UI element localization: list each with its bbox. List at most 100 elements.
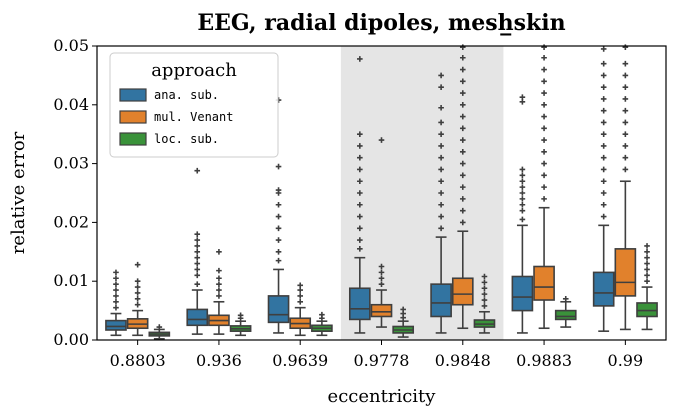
- outlier-point: [357, 190, 363, 196]
- outlier-point: [378, 263, 385, 270]
- outlier-point: [541, 102, 547, 108]
- outlier-point: [600, 190, 607, 196]
- outlier-point: [459, 149, 466, 155]
- outlier-point: [378, 281, 385, 287]
- outlier-point: [134, 278, 141, 284]
- outlier-point: [438, 225, 444, 232]
- box-body: [430, 283, 452, 318]
- y-axis-label: relative error: [8, 131, 29, 254]
- outlier-point: [438, 143, 444, 149]
- box-0-5: [511, 94, 534, 334]
- x-tick-label: 0.99: [608, 351, 644, 370]
- outlier-point: [600, 131, 607, 137]
- box-body: [348, 287, 371, 321]
- box-1-3: [370, 137, 393, 328]
- outlier-point: [459, 66, 466, 73]
- outlier-point: [459, 207, 466, 214]
- outlier-point: [519, 196, 526, 202]
- outlier-point: [459, 219, 466, 226]
- outlier-point: [275, 163, 282, 170]
- outlier-point: [541, 160, 547, 167]
- box-2-3: [392, 306, 415, 338]
- box-2-1: [229, 312, 252, 337]
- outlier-point: [541, 149, 547, 155]
- outlier-point: [400, 306, 406, 313]
- outlier-point: [194, 281, 201, 287]
- box-1-1: [208, 249, 230, 335]
- x-axis-label: eccentricity: [328, 386, 437, 407]
- outlier-point: [216, 287, 222, 293]
- box-0-6: [592, 46, 615, 332]
- outlier-point: [438, 190, 444, 196]
- outlier-point: [644, 272, 650, 279]
- outlier-point: [357, 246, 363, 252]
- outlier-point: [600, 178, 607, 185]
- outlier-point: [600, 201, 607, 208]
- outlier-point: [600, 119, 607, 126]
- outlier-point: [600, 84, 607, 90]
- outlier-point: [622, 96, 629, 102]
- outlier-point: [237, 312, 244, 319]
- legend-label: mul. Venant: [154, 110, 233, 124]
- outlier-point: [194, 231, 201, 237]
- outlier-point: [113, 298, 119, 305]
- outlier-point: [319, 311, 325, 318]
- outlier-point: [644, 243, 650, 249]
- outlier-point: [357, 154, 363, 161]
- outlier-point: [156, 324, 163, 330]
- outlier-point: [378, 137, 385, 143]
- outlier-point: [600, 60, 607, 67]
- outlier-point: [541, 113, 547, 120]
- outlier-point: [481, 273, 488, 280]
- outlier-point: [481, 297, 488, 303]
- outlier-point: [519, 216, 526, 223]
- outlier-point: [275, 249, 282, 255]
- outlier-point: [600, 154, 607, 161]
- outlier-point: [216, 275, 222, 282]
- outlier-point: [438, 201, 444, 208]
- legend-swatch: [119, 110, 147, 124]
- outlier-point: [216, 281, 222, 287]
- outlier-point: [275, 237, 282, 243]
- box-body: [614, 248, 637, 297]
- outlier-point: [541, 78, 547, 85]
- outlier-point: [481, 303, 488, 309]
- y-tick-label: 0.03: [53, 154, 89, 173]
- outlier-point: [357, 213, 363, 220]
- outlier-point: [459, 125, 466, 132]
- box-2-0: [148, 324, 171, 340]
- box-1-6: [614, 44, 637, 331]
- box-layer: [105, 44, 658, 340]
- outlier-point: [275, 225, 282, 232]
- outlier-point: [438, 84, 444, 90]
- legend-swatch: [119, 88, 147, 102]
- outlier-point: [113, 287, 119, 293]
- outlier-point: [438, 213, 444, 220]
- box-0-0: [105, 269, 127, 337]
- outlier-point: [519, 166, 526, 173]
- outlier-point: [600, 107, 607, 114]
- outlier-point: [481, 279, 488, 286]
- box-2-6: [636, 243, 658, 331]
- outlier-point: [459, 113, 466, 120]
- outlier-point: [519, 184, 526, 190]
- outlier-point: [459, 137, 466, 143]
- box-body: [554, 309, 577, 321]
- outlier-point: [541, 66, 547, 73]
- legend-entries: ana. sub. mul. Venant loc. sub.: [119, 88, 233, 146]
- legend-box: [109, 52, 279, 158]
- outlier-point: [438, 119, 444, 126]
- outlier-point: [519, 94, 526, 100]
- outlier-point: [357, 56, 363, 62]
- box-0-3: [348, 56, 371, 334]
- outlier-point: [134, 284, 141, 290]
- outlier-point: [541, 137, 547, 143]
- outlier-point: [297, 287, 304, 293]
- outlier-point: [519, 99, 526, 105]
- outlier-point: [541, 172, 547, 179]
- box-0-1: [186, 167, 209, 335]
- plot-area-frame: [96, 45, 667, 341]
- outlier-point: [357, 178, 363, 185]
- outlier-point: [194, 167, 201, 174]
